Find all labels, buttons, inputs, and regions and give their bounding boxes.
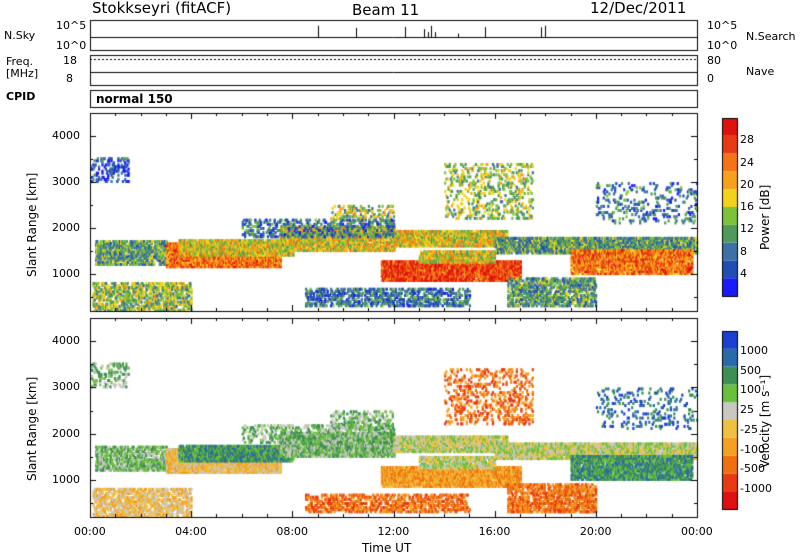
freq-tick-top: 18 bbox=[63, 54, 77, 67]
y-tick-label: 3000 bbox=[52, 175, 80, 189]
x-tick-label: 08:00 bbox=[276, 525, 309, 538]
velocity-colorbar-tick: -25 bbox=[740, 422, 758, 436]
cpid-label: CPID bbox=[6, 90, 36, 103]
nave-label: Nave bbox=[746, 65, 775, 78]
nsky-bottom-tick: 10^0 bbox=[56, 39, 87, 52]
station-title: Stokkseyri (fitACF) bbox=[92, 0, 232, 17]
x-axis-title: Time UT bbox=[362, 541, 412, 555]
y-tick-label: 3000 bbox=[52, 380, 80, 394]
power-colorbar-label: Power [dB] bbox=[758, 184, 772, 250]
velocity-colorbar-tick: 100 bbox=[740, 383, 761, 397]
power-colorbar-tick: 20 bbox=[740, 177, 754, 191]
velocity-colorbar-tick: 500 bbox=[740, 363, 761, 377]
power-colorbar-tick: 4 bbox=[740, 266, 747, 280]
nsky-top-tick: 10^5 bbox=[56, 19, 87, 32]
power-colorbar-tick: 24 bbox=[740, 155, 754, 169]
power-colorbar-tick: 28 bbox=[740, 133, 754, 147]
y-tick-label: 4000 bbox=[52, 129, 80, 143]
velocity-colorbar-tick: -500 bbox=[740, 462, 765, 476]
y-tick-label: 4000 bbox=[52, 334, 80, 348]
x-tick-label: 00:00 bbox=[681, 525, 713, 538]
freq-unit: [MHz] bbox=[6, 67, 39, 80]
freq-label: Freq. bbox=[6, 55, 34, 68]
velocity-colorbar-tick: -100 bbox=[740, 442, 765, 456]
nsearch-top-tick: 10^5 bbox=[707, 19, 738, 32]
velocity-colorbar-tick: 25 bbox=[740, 403, 754, 417]
power-colorbar-tick: 12 bbox=[740, 222, 754, 236]
power-colorbar-tick: 16 bbox=[740, 200, 754, 213]
freq-tick-bottom: 8 bbox=[66, 72, 73, 85]
cpid-value: normal 150 bbox=[96, 92, 173, 106]
nsearch-bottom-tick: 10^0 bbox=[707, 39, 738, 52]
power-colorbar-tick: 8 bbox=[740, 244, 747, 258]
nave-tick-bottom: 0 bbox=[707, 72, 714, 85]
y-tick-label: 2000 bbox=[52, 426, 80, 440]
velocity-colorbar-tick: 1000 bbox=[740, 343, 768, 357]
beam-label: Beam 11 bbox=[352, 1, 420, 19]
power-panel-ylabel: Slant Range [km] bbox=[25, 172, 39, 277]
x-tick-label: 00:00 bbox=[74, 525, 106, 538]
y-tick-label: 2000 bbox=[52, 221, 80, 235]
x-tick-label: 20:00 bbox=[579, 525, 612, 538]
y-tick-label: 1000 bbox=[52, 267, 80, 281]
nave-tick-top: 80 bbox=[707, 54, 721, 67]
nsearch-label: N.Search bbox=[746, 30, 796, 43]
date-label: 12/Dec/2011 bbox=[590, 0, 687, 17]
velocity-colorbar-tick: -1000 bbox=[740, 482, 772, 496]
x-tick-label: 16:00 bbox=[478, 525, 511, 538]
y-tick-label: 1000 bbox=[52, 472, 80, 486]
x-tick-label: 04:00 bbox=[175, 525, 207, 538]
nsky-label: N.Sky bbox=[4, 29, 36, 42]
x-tick-label: 12:00 bbox=[377, 525, 410, 538]
velocity-panel-ylabel: Slant Range [km] bbox=[25, 376, 39, 481]
